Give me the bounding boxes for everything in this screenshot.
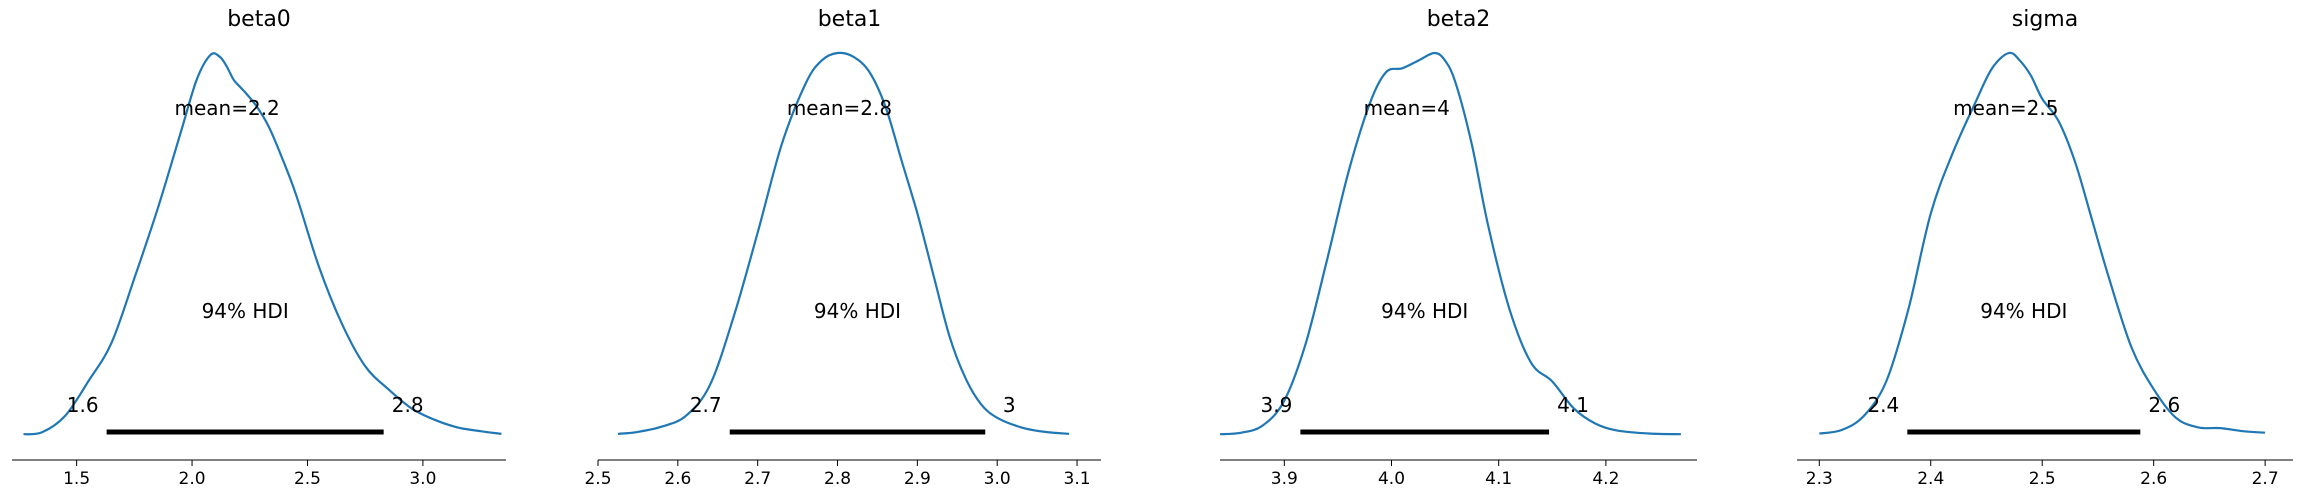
x-tick-label: 2.7: [744, 469, 771, 489]
hdi-high-label: 2.6: [2148, 393, 2180, 417]
hdi-label: 94% HDI: [202, 299, 289, 323]
panels: 1.5 2.0 2.5 3.0 1.6 2.8 94% HDI beta0 mean=2.2 2.…: [12, 7, 2293, 489]
hdi-high-label: 3: [1003, 393, 1016, 417]
x-tick-label: 3.1: [1064, 469, 1091, 489]
x-tick-label: 2.3: [1806, 469, 1833, 489]
x-tick-label: 4.2: [1592, 469, 1619, 489]
hdi-label: 94% HDI: [1381, 299, 1468, 323]
x-tick-label: 2.4: [1917, 469, 1944, 489]
hdi-high-label: 2.8: [392, 393, 424, 417]
x-tick-label: 2.8: [824, 469, 851, 489]
mean-label: mean=4: [1364, 96, 1450, 120]
panel-title: beta0: [227, 7, 291, 32]
hdi-high-label: 4.1: [1557, 393, 1589, 417]
density-curve: [617, 51, 1070, 435]
x-tick-label: 3.0: [409, 469, 436, 489]
hdi-low-label: 1.6: [67, 393, 99, 417]
hdi-low-label: 2.4: [1867, 393, 1899, 417]
panel-beta2: 3.9 4.0 4.1 4.2 3.9 4.1 94% HDI beta2 mean=4: [1219, 7, 1697, 489]
density-curve: [1219, 51, 1681, 436]
x-tick-label: 2.6: [2140, 469, 2167, 489]
x-tick-label: 1.5: [63, 469, 90, 489]
x-tick-label: 2.6: [664, 469, 691, 489]
panel-title: beta2: [1427, 7, 1491, 32]
x-tick-label: 2.5: [294, 469, 321, 489]
panel-sigma: 2.3 2.4 2.5 2.6 2.7 2.4 2.6 94% HDI sigma mean=2.…: [1797, 7, 2293, 489]
x-tick-label: 2.5: [2029, 469, 2056, 489]
x-tick-label: 2.5: [584, 469, 611, 489]
panel-title: sigma: [2012, 7, 2078, 32]
x-tick-label: 2.7: [2252, 469, 2279, 489]
mean-label: mean=2.5: [1953, 96, 2058, 120]
panel-title: beta1: [818, 7, 882, 32]
mean-label: mean=2.2: [175, 96, 280, 120]
panel-beta1: 2.5 2.6 2.7 2.8 2.9 3.0 3.1 2.7 3 94% HDI beta1 mea…: [584, 7, 1101, 489]
x-tick-label: 3.9: [1271, 469, 1298, 489]
hdi-low-label: 2.7: [690, 393, 722, 417]
x-tick-label: 2.9: [904, 469, 931, 489]
hdi-low-label: 3.9: [1260, 393, 1292, 417]
x-tick-label: 4.1: [1485, 469, 1512, 489]
hdi-label: 94% HDI: [1980, 299, 2067, 323]
x-tick-label: 2.0: [179, 469, 206, 489]
x-tick-label: 4.0: [1378, 469, 1405, 489]
mean-label: mean=2.8: [787, 96, 892, 120]
panel-beta0: 1.5 2.0 2.5 3.0 1.6 2.8 94% HDI beta0 mean=2.2: [12, 7, 506, 489]
x-tick-label: 3.0: [984, 469, 1011, 489]
density-curve: [23, 52, 502, 436]
hdi-label: 94% HDI: [814, 299, 901, 323]
density-curve: [1819, 51, 2266, 435]
